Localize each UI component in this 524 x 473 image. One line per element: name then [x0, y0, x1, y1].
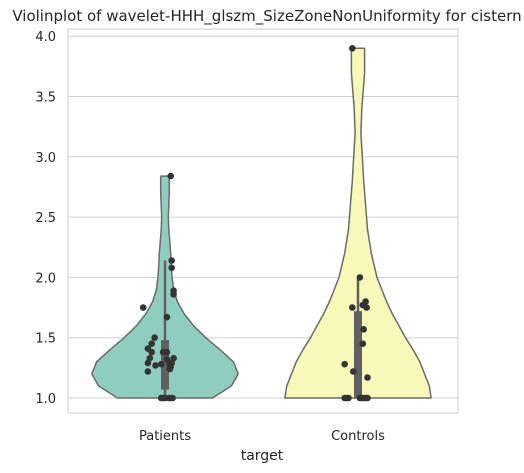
data-point — [151, 334, 158, 342]
y-tick-label: 1.5 — [35, 332, 56, 347]
data-point — [144, 359, 152, 367]
data-point — [345, 394, 352, 402]
data-point — [349, 45, 356, 52]
data-point — [356, 274, 364, 281]
chart-title: Violinplot of wavelet-HHH_glszm_SizeZone… — [12, 7, 521, 26]
data-point — [168, 257, 175, 264]
iqr-box — [161, 340, 169, 390]
y-tick-label: 3.0 — [35, 151, 56, 166]
data-point — [170, 291, 177, 298]
y-tick-label: 4.0 — [35, 30, 56, 45]
x-tick-label: Patients — [139, 429, 191, 444]
data-point — [163, 348, 171, 356]
data-point — [166, 365, 174, 373]
y-tick-label: 2.5 — [35, 211, 56, 226]
data-point — [139, 304, 147, 311]
y-tick-label: 2.0 — [35, 271, 56, 286]
data-point — [363, 304, 370, 311]
plot-frame — [67, 28, 459, 414]
x-tick-labels: Patients Controls — [139, 429, 385, 444]
data-point — [148, 348, 155, 356]
data-point — [163, 313, 171, 321]
data-point — [359, 340, 367, 348]
y-tick-label: 1.0 — [35, 392, 56, 407]
data-point — [360, 326, 368, 333]
data-point — [169, 394, 176, 402]
data-point — [350, 368, 357, 375]
iqr-box — [354, 311, 362, 398]
data-point — [163, 356, 171, 363]
data-point — [144, 368, 152, 375]
y-tick-label: 3.5 — [35, 91, 56, 106]
data-points — [139, 45, 371, 402]
data-point — [167, 172, 174, 180]
data-point — [157, 360, 165, 368]
data-point — [168, 264, 175, 272]
data-point — [148, 340, 155, 348]
x-axis-label: target — [241, 448, 284, 464]
y-tick-labels: 1.0 1.5 2.0 2.5 3.0 3.5 4.0 — [35, 30, 56, 407]
data-point — [341, 360, 349, 368]
data-point — [364, 374, 371, 381]
x-tick-label: Controls — [331, 429, 385, 444]
data-point — [152, 362, 159, 369]
data-point — [364, 394, 371, 402]
data-point — [349, 304, 356, 311]
violins — [91, 47, 432, 399]
